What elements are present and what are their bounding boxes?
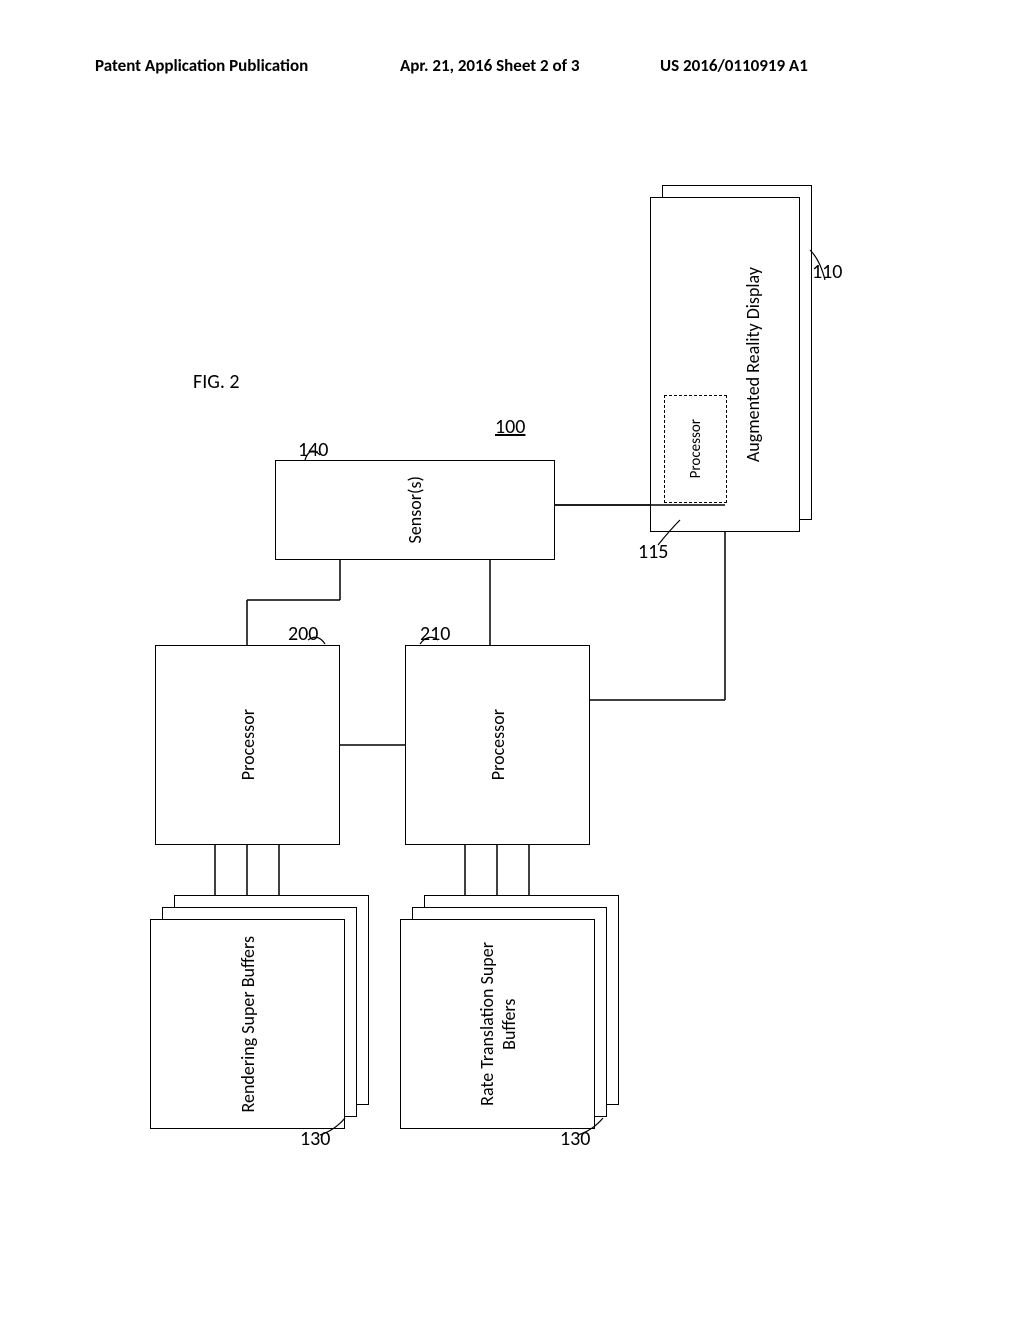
sensor-ref: 140 — [298, 438, 328, 462]
processor-left-block: Processor — [155, 645, 340, 845]
ar-display-label: Augmented Reality Display — [742, 267, 764, 462]
processor-left-label: Processor — [237, 709, 259, 780]
ar-processor-block: Processor — [664, 395, 727, 503]
system-reference: 100 — [495, 415, 525, 439]
figure-2-diagram: FIG. 2 100 Sensor(s) 140 Processor 200 P… — [0, 0, 1024, 1320]
ar-display-ref: 110 — [812, 260, 842, 284]
sensor-label: Sensor(s) — [404, 476, 426, 543]
ar-processor-ref: 115 — [638, 540, 668, 564]
rate-buffers-front: Rate Translation Super Buffers — [400, 919, 595, 1129]
sensor-block: Sensor(s) — [275, 460, 555, 560]
processor-left-ref: 200 — [288, 622, 318, 646]
processor-right-ref: 210 — [420, 622, 450, 646]
ar-processor-label: Processor — [687, 419, 705, 478]
figure-label: FIG. 2 — [193, 370, 240, 394]
rendering-buffers-label: Rendering Super Buffers — [237, 936, 259, 1112]
processor-right-label: Processor — [487, 709, 509, 780]
rate-buffers-ref: 130 — [560, 1127, 590, 1151]
rate-buffers-label: Rate Translation Super Buffers — [476, 942, 520, 1106]
rendering-buffers-ref: 130 — [300, 1127, 330, 1151]
rendering-buffers-front: Rendering Super Buffers — [150, 919, 345, 1129]
processor-right-block: Processor — [405, 645, 590, 845]
